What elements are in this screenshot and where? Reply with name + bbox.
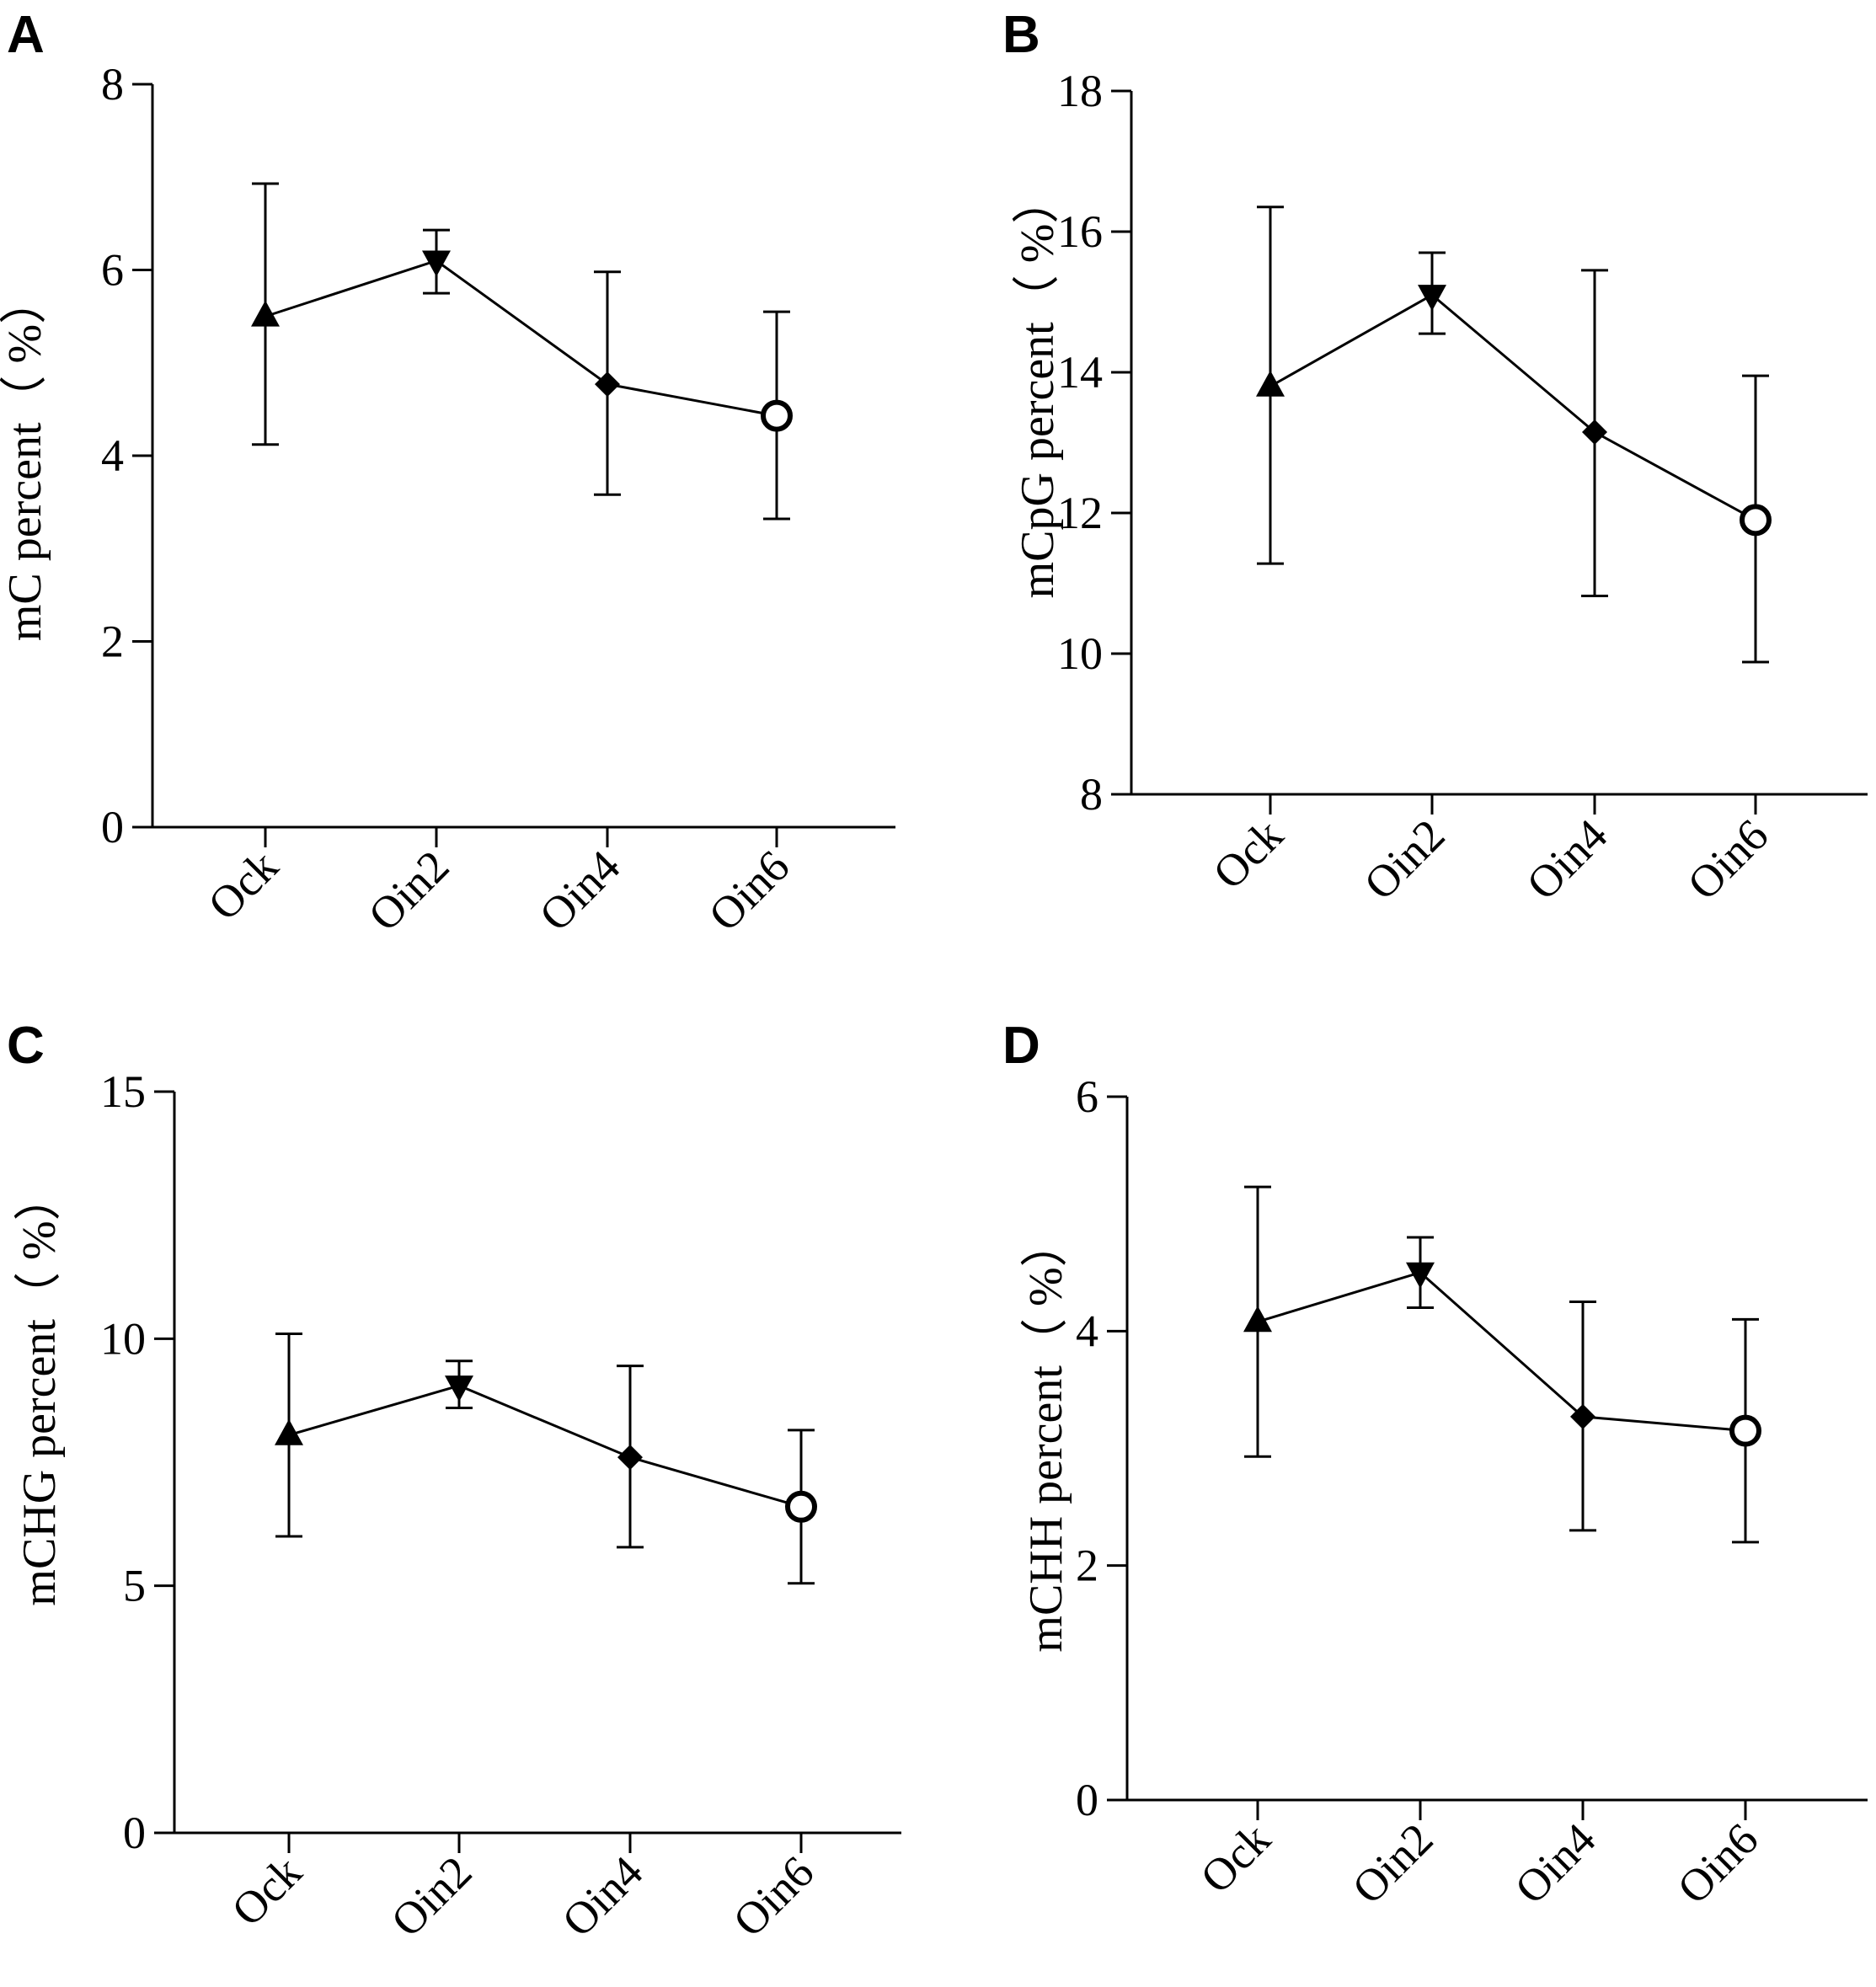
x-tick-label: Ock [1203,809,1292,899]
y-tick-label: 6 [1076,1071,1098,1122]
data-point-1 [275,1418,303,1445]
x-tick-label: Oin4 [530,841,630,941]
x-tick-label: Oin6 [1668,1813,1768,1914]
y-axis-title: mCHG percent（ %） [13,1173,66,1605]
data-point-1 [251,300,280,327]
y-tick-label: 4 [1076,1306,1098,1356]
series-line [1257,1271,1746,1433]
data-point-4 [1740,504,1772,537]
data-point-2 [1418,285,1446,312]
y-tick-label: 6 [101,245,124,296]
panel-letter: D [1002,1017,1040,1075]
y-axis-title: mCpG percent（ %） [1012,177,1064,599]
x-tick-label: Ock [1190,1813,1280,1903]
y-tick-label: 8 [101,59,124,109]
data-point-4 [785,1490,817,1523]
series-line [265,259,778,418]
y-tick-label: 5 [123,1561,146,1611]
data-point-3 [1582,419,1607,445]
x-tick-label: Oin2 [1343,1813,1443,1914]
y-tick-label: 18 [1057,66,1103,116]
panel-b: B 8 10 12 14 16 18 Ock Oin2 Oin4 Oin6 mCpG percent（… [1002,6,1868,910]
y-tick-label: 12 [1057,488,1103,538]
data-point-2 [1406,1262,1435,1289]
panel-letter: A [7,6,45,64]
x-tick-label: Ock [222,1846,311,1936]
x-tick-label: Oin6 [1678,809,1778,910]
y-tick-label: 0 [101,802,124,852]
data-point-4 [761,399,793,432]
y-axis-title: mCHH percent（ %） [1020,1220,1072,1652]
data-point-2 [422,250,451,277]
data-point-4 [1729,1414,1761,1447]
data-point-3 [1570,1403,1595,1429]
panel-c: C 0 5 10 15 Ock Oin2 Oin4 Oin6 mCHG percent（ %） [7,1017,901,1947]
y-tick-label: 8 [1080,769,1103,820]
y-axis-title: mC percent（ %） [0,277,51,641]
y-tick-label: 10 [100,1313,146,1364]
y-tick-label: 16 [1057,206,1103,257]
data-point-3 [617,1445,643,1471]
x-tick-label: Ock [198,841,287,930]
y-tick-label: 10 [1057,628,1103,679]
data-point-2 [445,1375,473,1402]
x-tick-label: Oin2 [359,841,459,941]
panel-a: A 0 2 4 6 8 Ock Oin2 Oin4 Oin6 mC percent（ %） [0,6,895,941]
panel-d: D 0 2 4 6 Ock Oin2 Oin4 Oin6 mCHH percent（ %） [1002,1017,1868,1914]
x-tick-label: Oin2 [382,1846,482,1947]
series-line [288,1384,802,1509]
panel-letter: C [7,1017,45,1075]
y-tick-label: 2 [1076,1541,1098,1591]
y-tick-label: 2 [101,617,124,667]
y-tick-label: 0 [1076,1775,1098,1825]
y-tick-label: 4 [101,430,124,481]
x-tick-label: Oin2 [1355,809,1455,910]
data-point-1 [1256,370,1285,397]
y-tick-label: 0 [123,1808,146,1858]
data-point-3 [595,371,620,398]
y-tick-label: 15 [100,1066,146,1117]
x-tick-label: Oin6 [699,841,799,941]
x-tick-label: Oin6 [724,1846,824,1947]
y-tick-label: 14 [1057,347,1103,398]
x-tick-label: Oin4 [553,1846,653,1947]
panel-letter: B [1002,6,1040,64]
x-tick-label: Oin4 [1505,1813,1606,1914]
x-tick-label: Oin4 [1517,809,1617,910]
series-line [1269,293,1756,521]
data-point-1 [1243,1306,1272,1333]
